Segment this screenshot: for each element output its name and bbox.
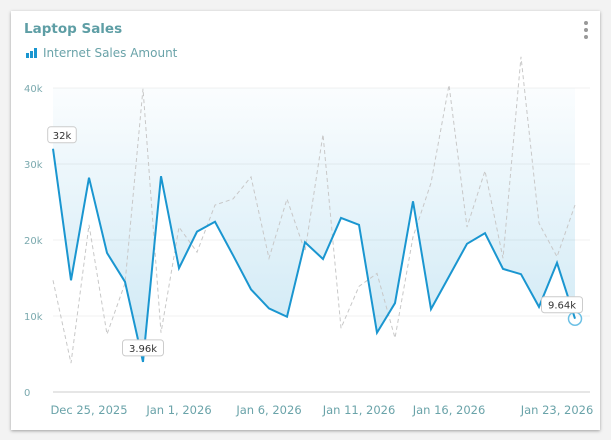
data-point[interactable] bbox=[393, 301, 397, 305]
data-label-box bbox=[122, 339, 164, 357]
data-point[interactable] bbox=[159, 174, 163, 178]
data-point[interactable] bbox=[105, 251, 109, 255]
legend-label: Internet Sales Amount bbox=[43, 46, 178, 60]
data-point[interactable] bbox=[555, 261, 559, 265]
y-tick-label: 40k bbox=[24, 84, 43, 95]
chart-title: Laptop Sales bbox=[24, 21, 123, 37]
data-point[interactable] bbox=[195, 230, 199, 234]
data-point[interactable] bbox=[573, 317, 577, 321]
data-label: 3.96k bbox=[129, 344, 157, 355]
x-tick-label: Jan 11, 2026 bbox=[322, 403, 396, 417]
data-point[interactable] bbox=[213, 220, 217, 224]
comparison-series-line bbox=[52, 56, 576, 364]
data-point[interactable] bbox=[357, 223, 361, 227]
data-point[interactable] bbox=[141, 360, 145, 364]
legend-item[interactable]: Internet Sales Amount bbox=[26, 46, 177, 60]
data-point[interactable] bbox=[87, 176, 91, 180]
data-label-box bbox=[541, 296, 583, 314]
data-point[interactable] bbox=[501, 267, 505, 271]
data-point[interactable] bbox=[177, 266, 181, 270]
data-point[interactable] bbox=[231, 253, 235, 257]
data-point[interactable] bbox=[465, 242, 469, 246]
x-tick-label: Jan 23, 2026 bbox=[520, 403, 594, 417]
bar-chart-icon bbox=[26, 48, 37, 58]
data-point[interactable] bbox=[519, 272, 523, 276]
data-point[interactable] bbox=[375, 331, 379, 335]
data-point[interactable] bbox=[447, 274, 451, 278]
y-tick-label: 20k bbox=[24, 236, 43, 247]
data-point[interactable] bbox=[537, 305, 541, 309]
data-label-box bbox=[47, 126, 77, 144]
data-point[interactable] bbox=[483, 231, 487, 235]
data-point[interactable] bbox=[411, 199, 415, 203]
data-point[interactable] bbox=[429, 307, 433, 311]
y-tick-label: 0 bbox=[24, 388, 30, 399]
data-label: 9.64k bbox=[548, 301, 576, 312]
x-tick-label: Jan 1, 2026 bbox=[145, 403, 211, 417]
data-label: 32k bbox=[53, 131, 72, 142]
y-tick-label: 30k bbox=[24, 160, 43, 171]
data-point[interactable] bbox=[285, 315, 289, 319]
kebab-menu-icon[interactable] bbox=[582, 21, 590, 41]
x-tick-label: Jan 6, 2026 bbox=[235, 403, 301, 417]
data-point[interactable] bbox=[123, 280, 127, 284]
data-point[interactable] bbox=[249, 287, 253, 291]
data-point[interactable] bbox=[267, 306, 271, 310]
data-point[interactable] bbox=[321, 257, 325, 261]
data-point[interactable] bbox=[69, 278, 73, 282]
y-tick-label: 10k bbox=[24, 312, 43, 323]
data-point[interactable] bbox=[51, 147, 55, 151]
x-tick-label: Dec 25, 2025 bbox=[50, 403, 127, 417]
x-tick-label: Jan 16, 2026 bbox=[412, 403, 486, 417]
data-point[interactable] bbox=[339, 216, 343, 220]
data-point[interactable] bbox=[303, 240, 307, 244]
area-fill bbox=[53, 88, 575, 362]
